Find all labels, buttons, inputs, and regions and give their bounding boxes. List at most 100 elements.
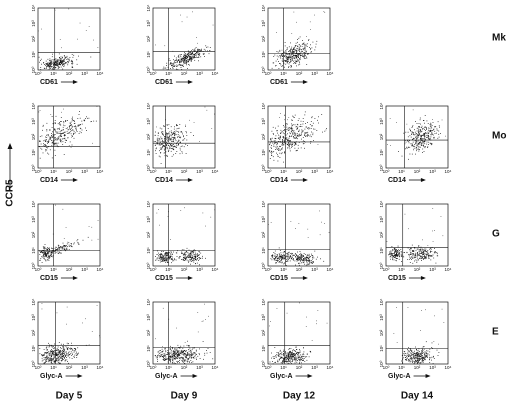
event-dot — [188, 361, 190, 362]
event-dot — [170, 361, 172, 363]
x-tick-label: 10² — [66, 71, 73, 76]
event-dot — [307, 264, 309, 266]
event-dot — [195, 53, 197, 54]
event-dot — [305, 126, 307, 128]
event-dot — [202, 320, 204, 322]
event-dot — [63, 238, 65, 239]
event-dot — [57, 360, 58, 362]
x-axis-label: CD61 — [155, 79, 173, 86]
y-tick-label: 10² — [146, 133, 151, 140]
event-dot — [424, 135, 426, 137]
event-dot — [174, 134, 176, 135]
event-dot — [48, 351, 50, 352]
event-dot — [170, 145, 172, 146]
event-dot — [71, 246, 73, 248]
event-dot — [58, 245, 60, 246]
event-dot — [51, 68, 53, 70]
event-dot — [181, 145, 183, 147]
event-dot — [422, 249, 424, 250]
event-dot — [183, 56, 185, 58]
event-dot — [65, 120, 66, 121]
event-dot — [56, 354, 58, 356]
event-dot — [212, 358, 214, 360]
event-dot — [426, 353, 428, 355]
event-dot — [205, 257, 206, 259]
event-dot — [308, 253, 310, 255]
event-dot — [214, 113, 215, 115]
event-dot — [320, 258, 321, 260]
event-dot — [316, 40, 318, 42]
event-dot — [294, 53, 296, 54]
event-dot — [286, 53, 288, 54]
x-tick-label: 10³ — [196, 169, 203, 174]
event-dot — [175, 350, 177, 351]
event-dot — [180, 64, 182, 66]
event-dot — [276, 308, 278, 309]
event-dot — [290, 356, 292, 358]
event-dot — [284, 142, 285, 144]
event-dot — [61, 247, 63, 249]
event-dot — [424, 134, 426, 135]
y-tick-label: 10⁰ — [31, 360, 36, 367]
event-dot — [196, 262, 198, 264]
event-dot — [287, 139, 288, 141]
x-axis-label: Glyc-A — [270, 373, 293, 380]
event-dot — [193, 258, 195, 259]
event-dot — [41, 135, 43, 137]
event-dot — [312, 134, 314, 136]
event-dot — [422, 350, 424, 352]
event-dot — [204, 49, 206, 51]
event-dot — [62, 129, 64, 130]
event-dot — [426, 253, 428, 255]
event-dot — [61, 60, 63, 61]
event-dot — [297, 259, 299, 261]
event-dot — [65, 227, 67, 228]
event-dot — [425, 341, 427, 343]
event-dot — [277, 154, 278, 156]
event-dot — [205, 225, 206, 227]
event-dot — [288, 253, 290, 255]
event-dot — [296, 136, 297, 138]
event-dot — [309, 260, 311, 261]
event-dot — [307, 134, 309, 135]
event-dot — [67, 355, 69, 357]
event-dot — [189, 58, 191, 60]
event-dot — [285, 53, 287, 55]
event-dot — [173, 352, 174, 354]
x-tick-label: 10² — [181, 71, 188, 76]
event-dot — [390, 254, 392, 256]
event-dot — [291, 123, 292, 125]
event-dot — [180, 58, 182, 60]
event-dot — [43, 355, 45, 356]
event-dot — [167, 262, 169, 263]
event-dot — [307, 237, 309, 238]
event-dot — [183, 359, 185, 361]
event-dot — [196, 52, 198, 54]
event-dot — [275, 146, 277, 148]
event-dot — [291, 146, 293, 147]
x-tick-label: 10² — [414, 169, 421, 174]
event-dot — [87, 236, 89, 238]
event-dot — [156, 212, 158, 214]
event-dot — [162, 146, 164, 147]
event-dot — [274, 347, 276, 348]
event-dot — [45, 255, 47, 257]
event-dot — [186, 257, 188, 258]
event-dot — [51, 127, 53, 128]
event-dot — [173, 260, 175, 262]
event-dot — [191, 251, 193, 253]
event-dot — [71, 124, 72, 126]
event-dot — [180, 14, 181, 16]
event-dot — [396, 252, 397, 253]
event-dot — [44, 251, 45, 253]
event-dot — [173, 149, 174, 150]
event-dot — [181, 357, 183, 359]
event-dot — [315, 46, 317, 48]
event-dot — [174, 357, 176, 359]
event-dot — [46, 353, 48, 354]
event-dot — [296, 256, 298, 257]
x-tick-label: 10³ — [311, 267, 318, 272]
event-dot — [294, 62, 295, 63]
event-dot — [159, 355, 161, 357]
event-dot — [84, 119, 86, 121]
